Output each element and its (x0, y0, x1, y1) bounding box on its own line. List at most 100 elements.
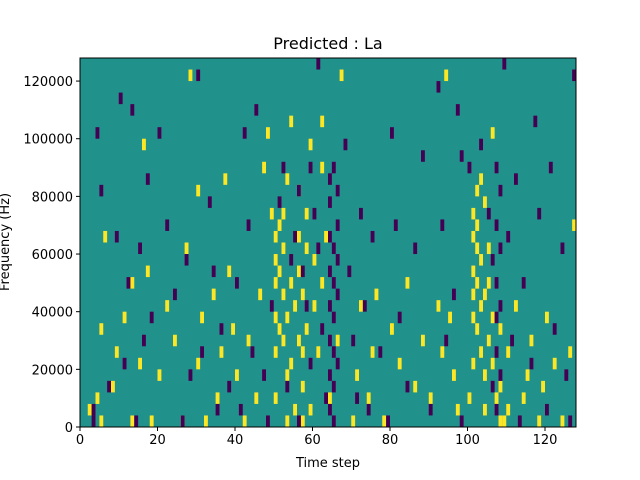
y-tick-label: 0 (65, 421, 73, 436)
heatmap-cell-low (308, 161, 313, 174)
heatmap-cell-low (498, 242, 503, 255)
heatmap-cell-high (300, 415, 305, 427)
heatmap-cell-low (494, 403, 499, 416)
heatmap-cell-high (316, 346, 321, 358)
heatmap-cell-high (486, 334, 491, 347)
y-tick-label: 40000 (32, 306, 73, 321)
x-tick-label: 20 (149, 433, 166, 448)
heatmap-cell-high (455, 403, 460, 416)
heatmap-cell-high (308, 403, 313, 416)
heatmap-cell-low (91, 403, 96, 416)
heatmap-cell-low (304, 300, 309, 312)
heatmap-cell-high (490, 127, 495, 139)
heatmap-cell-high (448, 311, 452, 324)
heatmap-cell-low (521, 277, 526, 289)
heatmap-cell-low (393, 219, 398, 231)
heatmap-cell-high (525, 369, 530, 381)
heatmap-cell-high (130, 277, 135, 289)
heatmap-cell-low (180, 415, 185, 427)
heatmap-cell-high (436, 300, 441, 312)
heatmap-cell-low (331, 277, 336, 289)
chart-title: Predicted : La (273, 34, 382, 53)
heatmap-cell-high (541, 380, 545, 393)
heatmap-cell-high (506, 346, 511, 358)
heatmap-cell-high (273, 254, 278, 266)
heatmap-cell-high (471, 265, 476, 278)
heatmap-cell-high (490, 311, 495, 324)
heatmap-cell-high (277, 265, 282, 278)
heatmap-cell-high (479, 300, 483, 312)
heatmap-cell-high (273, 230, 278, 243)
heatmap-cell-low (494, 346, 499, 358)
heatmap-cell-low (328, 300, 332, 312)
heatmap-cell-low (281, 161, 286, 174)
heatmap-cell-high (483, 403, 487, 416)
heatmap-cell-low (479, 138, 483, 151)
heatmap-cell-low (227, 380, 232, 393)
heatmap-cell-low (335, 184, 340, 197)
heatmap-cell-low (452, 288, 456, 301)
heatmap-cell-low (130, 104, 135, 116)
heatmap-cell-high (483, 196, 487, 208)
heatmap-cell-high (444, 69, 449, 82)
plot-area (79, 57, 577, 428)
heatmap-cell-high (335, 334, 340, 347)
heatmap-cell-high (262, 161, 266, 174)
heatmap-cell-high (277, 219, 282, 231)
heatmap-cell-low (95, 127, 100, 139)
heatmap-cell-low (459, 415, 464, 427)
heatmap-cell-high (355, 369, 359, 381)
heatmap-cell-low (331, 415, 336, 427)
heatmap-cell-low (149, 311, 154, 324)
heatmap-cell-high (297, 265, 301, 278)
heatmap-cell-low (413, 242, 418, 255)
x-axis-label: Time step (295, 456, 360, 471)
heatmap-cell-low (262, 369, 266, 381)
heatmap-cell-high (173, 334, 177, 347)
heatmap-cell-high (273, 392, 278, 404)
heatmap-cell-low (494, 277, 499, 289)
heatmap-cell-high (320, 277, 325, 289)
heatmap-cell-high (475, 184, 480, 197)
heatmap-cell-low (533, 115, 538, 128)
heatmap-cell-low (331, 161, 336, 174)
heatmap-cell-high (413, 380, 418, 393)
heatmap-cell-low (328, 196, 332, 208)
heatmap-cell-low (498, 184, 503, 197)
heatmap-cell-low (324, 392, 328, 404)
heatmap-cell-high (339, 69, 344, 82)
heatmap-cell-high (289, 357, 294, 370)
heatmap-cell-low (320, 323, 325, 335)
heatmap-cell-high (285, 415, 290, 427)
heatmap-cell-high (467, 392, 472, 404)
heatmap-cell-high (498, 323, 503, 335)
heatmap-cell-low (331, 346, 336, 358)
x-tick-label: 0 (76, 433, 84, 448)
heatmap-cell-high (231, 323, 235, 335)
heatmap-cell-high (204, 415, 208, 427)
heatmap-cell-high (545, 311, 549, 324)
y-tick-label: 120000 (23, 75, 73, 90)
heatmap-cell-low (351, 334, 356, 347)
heatmap-cell-high (281, 242, 286, 255)
heatmap-cell-high (304, 207, 309, 220)
heatmap-cell-low (444, 334, 449, 347)
heatmap-cell-low (250, 346, 255, 358)
heatmap-cell-high (111, 380, 115, 393)
heatmap-cell-high (382, 415, 387, 427)
heatmap-cell-high (188, 69, 193, 82)
heatmap-cell-high (475, 242, 480, 255)
heatmap-cell-high (471, 288, 476, 301)
x-tick-label: 80 (382, 433, 399, 448)
heatmap-cell-high (304, 242, 309, 255)
heatmap-cell-low (297, 415, 301, 427)
heatmap-cell-high (471, 207, 476, 220)
heatmap-cell-low (242, 127, 247, 139)
y-tick-label: 60000 (32, 248, 73, 263)
heatmap-cell-low (502, 58, 507, 70)
heatmap-cell-high (421, 334, 425, 347)
heatmap-cell-low (138, 242, 142, 255)
heatmap-cell-low (564, 369, 569, 381)
heatmap-cell-high (300, 288, 305, 301)
heatmap-cell-high (297, 230, 301, 243)
